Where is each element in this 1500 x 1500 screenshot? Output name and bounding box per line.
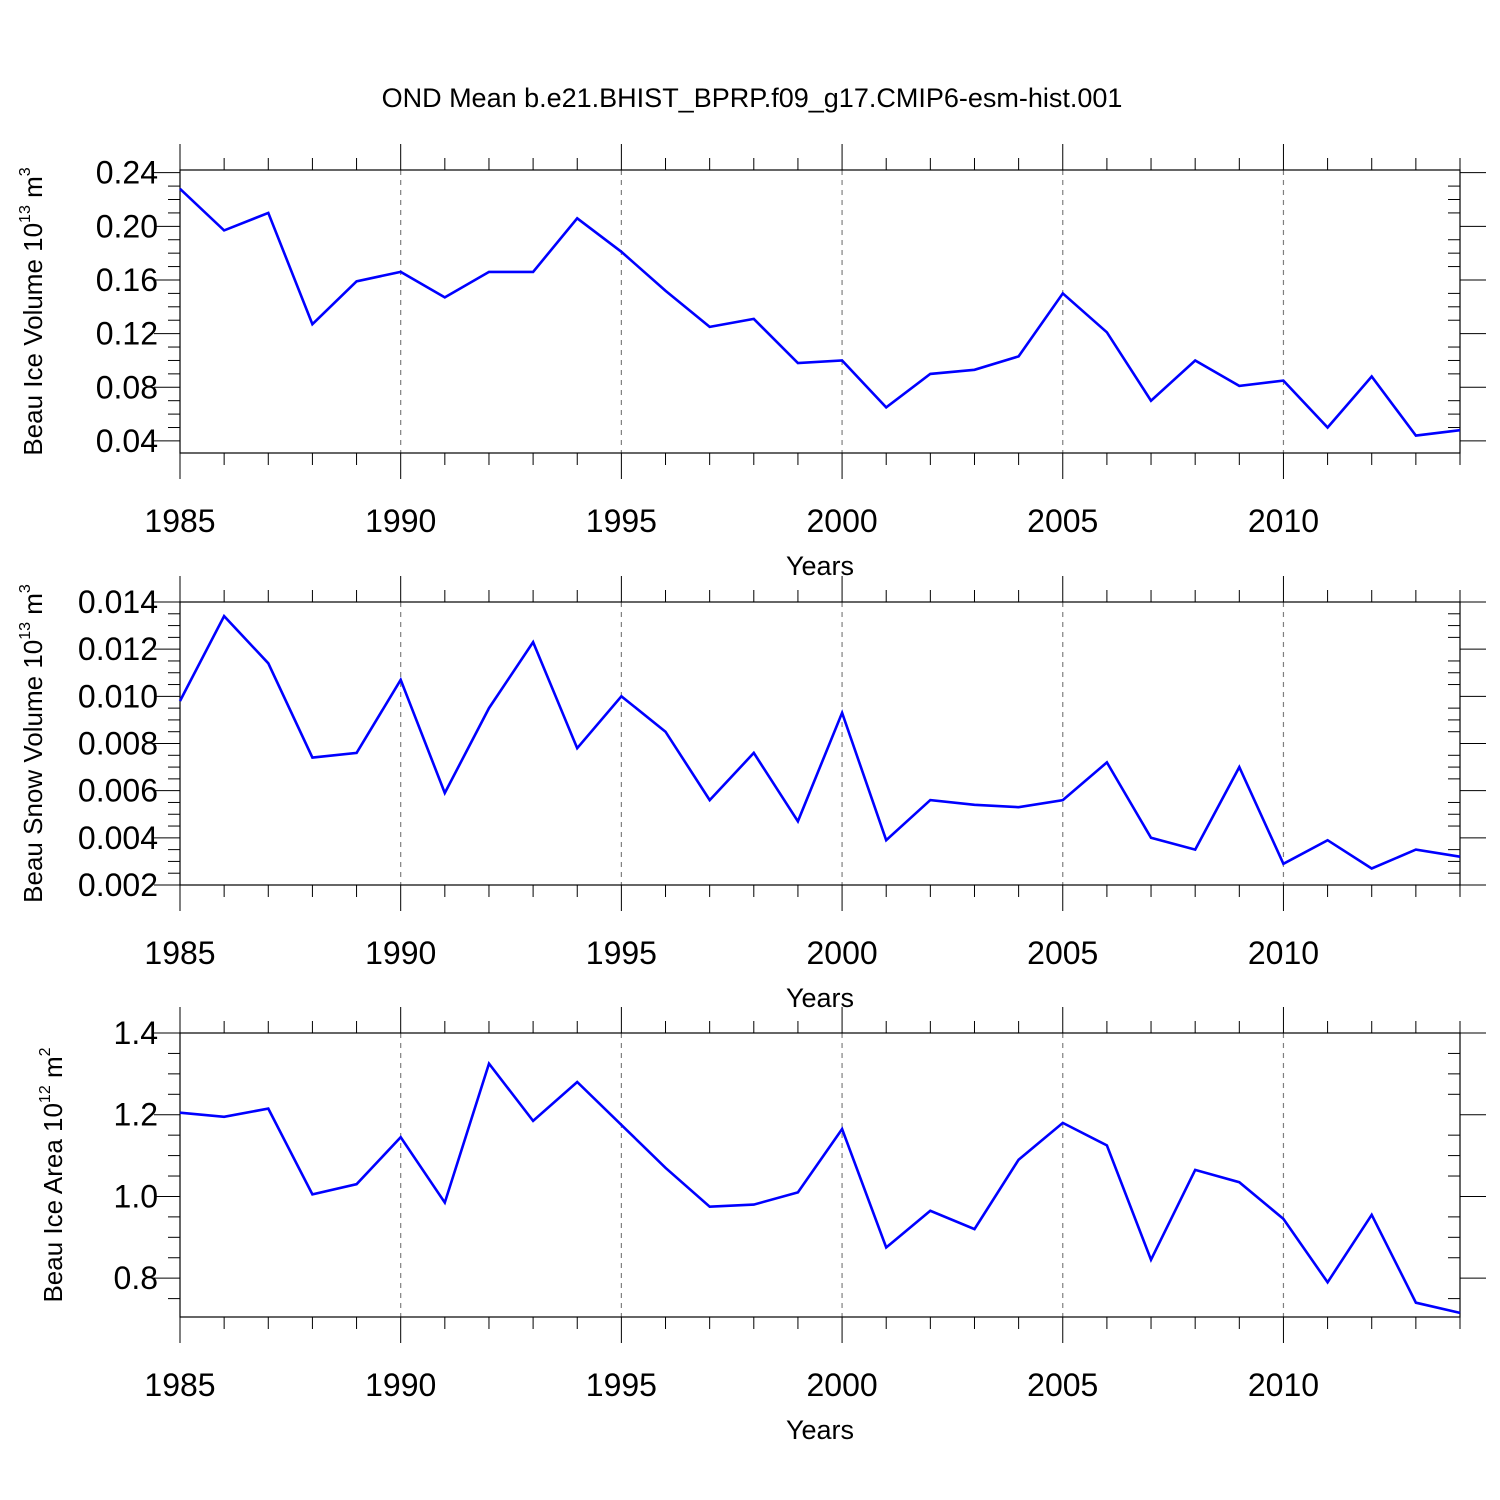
y-tick-label: 0.12	[96, 316, 158, 352]
y-tick-label: 0.006	[78, 773, 158, 809]
panel-snow-volume: 0.002 0.004 0.006 0.008 0.010 0.012 0.014 1985 1…	[17, 576, 1486, 1013]
x-tick-label: 2010	[1248, 1367, 1319, 1403]
y-tick-label: 0.010	[78, 678, 158, 714]
series-line	[179, 187, 1461, 437]
chart-title: OND Mean b.e21.BHIST_BPRP.f09_g17.CMIP6-…	[382, 83, 1123, 113]
x-tick-label: 1990	[365, 935, 436, 971]
x-tick-label: 1990	[365, 1367, 436, 1403]
plot-frame	[179, 601, 1461, 886]
x-tick-label: 1985	[144, 503, 215, 539]
plot-frame	[179, 1032, 1461, 1318]
x-tick-label: 1985	[144, 935, 215, 971]
y-axis-label: Beau Snow Volume 1013 m3	[17, 584, 48, 903]
x-tick-label: 1995	[586, 503, 657, 539]
x-tick-label: 2005	[1027, 503, 1098, 539]
y-tick-label: 1.0	[114, 1178, 158, 1214]
y-axis-label: Beau Ice Volume 1013 m3	[17, 167, 48, 455]
y-tick-label: 0.16	[96, 262, 158, 298]
plot-frame	[179, 169, 1461, 454]
x-axis-label: Years	[786, 1415, 854, 1445]
y-tick-label: 0.08	[96, 369, 158, 405]
y-tick-label: 0.20	[96, 208, 158, 244]
x-axis-label: Years	[786, 983, 854, 1013]
x-tick-label: 2005	[1027, 1367, 1098, 1403]
y-tick-label: 0.24	[96, 155, 158, 191]
x-tick-label: 2000	[806, 503, 877, 539]
x-tick-label: 2005	[1027, 935, 1098, 971]
x-tick-label: 2010	[1248, 935, 1319, 971]
series-line	[178, 613, 1461, 870]
y-axis-label: Beau Ice Area 1012 m2	[37, 1047, 68, 1302]
x-tick-label: 1995	[586, 935, 657, 971]
y-tick-label: 0.012	[78, 631, 158, 667]
y-tick-label: 1.4	[114, 1015, 158, 1051]
x-tick-label: 2000	[806, 935, 877, 971]
x-tick-label: 1985	[144, 1367, 215, 1403]
y-tick-label: 0.002	[78, 867, 158, 903]
panels: 0.04 0.08 0.12 0.16 0.20 0.24 1985 1990 1995 2000…	[17, 144, 1486, 1445]
y-tick-label: 0.004	[78, 820, 158, 856]
x-tick-label: 1995	[586, 1367, 657, 1403]
panel-ice-volume: 0.04 0.08 0.12 0.16 0.20 0.24 1985 1990 1995 2000…	[17, 144, 1486, 581]
x-tick-label: 2010	[1248, 503, 1319, 539]
y-tick-label: 0.014	[78, 584, 158, 620]
y-tick-label: 0.04	[96, 423, 158, 459]
series-line	[179, 1060, 1461, 1315]
x-axis-label: Years	[786, 551, 854, 581]
y-tick-label: 1.2	[114, 1097, 158, 1133]
panel-ice-area: 0.8 1.0 1.2 1.4 1985 1990 1995 2000 2005 2010 Year…	[37, 1007, 1486, 1445]
x-tick-label: 2000	[806, 1367, 877, 1403]
y-tick-label: 0.8	[114, 1260, 158, 1296]
x-tick-label: 1990	[365, 503, 436, 539]
y-tick-label: 0.008	[78, 726, 158, 762]
